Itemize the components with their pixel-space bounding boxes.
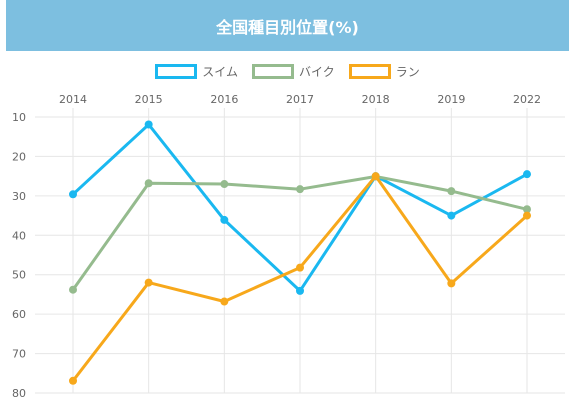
x-tick-label-2016: 2016 xyxy=(210,93,238,106)
legend-item-swim[interactable]: スイム xyxy=(155,63,238,80)
chart-title: 全国種目別位置(%) xyxy=(216,17,359,37)
y-tick-label-20: 20 xyxy=(12,150,26,163)
y-tick-label-40: 40 xyxy=(12,229,26,242)
data-point-bike-2019 xyxy=(447,187,456,196)
data-point-swim-2016 xyxy=(220,215,229,224)
data-point-swim-2015 xyxy=(144,120,153,129)
data-point-bike-2014 xyxy=(69,285,77,294)
data-point-bike-2016 xyxy=(220,180,229,189)
y-tick-label-10: 10 xyxy=(12,111,26,124)
x-tick-label-2022: 2022 xyxy=(513,93,541,106)
data-point-run-2014 xyxy=(69,376,77,385)
legend-item-run[interactable]: ラン xyxy=(348,63,420,80)
legend-label-swim: スイム xyxy=(202,64,238,79)
legend-label-bike: バイク xyxy=(298,64,335,79)
chart-title-bar: 全国種目別位置(%) xyxy=(6,0,569,51)
data-point-bike-2017 xyxy=(296,185,304,194)
y-tick-label-80: 80 xyxy=(12,387,26,400)
legend-swatch-swim xyxy=(155,63,198,79)
data-point-run-2017 xyxy=(296,263,304,272)
data-point-swim-2022 xyxy=(523,170,531,179)
y-tick-label-70: 70 xyxy=(12,348,26,361)
data-point-bike-2015 xyxy=(144,179,153,188)
x-tick-label-2017: 2017 xyxy=(286,93,314,106)
data-point-swim-2019 xyxy=(447,211,456,220)
data-point-run-2019 xyxy=(447,279,456,288)
x-tick-label-2014: 2014 xyxy=(59,93,87,106)
x-tick-label-2019: 2019 xyxy=(437,93,465,106)
y-tick-label-30: 30 xyxy=(12,190,26,203)
data-point-run-2018 xyxy=(371,172,380,181)
legend-label-run: ラン xyxy=(395,64,420,79)
data-point-run-2022 xyxy=(523,211,531,220)
data-point-run-2016 xyxy=(220,297,229,306)
legend: スイム バイク ラン xyxy=(0,60,575,82)
y-tick-label-60: 60 xyxy=(12,308,26,321)
data-point-swim-2014 xyxy=(69,190,77,199)
legend-swatch-run xyxy=(348,63,391,79)
data-point-swim-2017 xyxy=(296,286,304,295)
legend-item-bike[interactable]: バイク xyxy=(251,63,335,80)
data-point-bike-2022 xyxy=(523,205,531,214)
data-point-run-2015 xyxy=(144,278,153,287)
legend-swatch-bike xyxy=(251,63,294,79)
x-tick-label-2015: 2015 xyxy=(135,93,163,106)
y-tick-label-50: 50 xyxy=(12,269,26,282)
x-tick-label-2018: 2018 xyxy=(362,93,390,106)
